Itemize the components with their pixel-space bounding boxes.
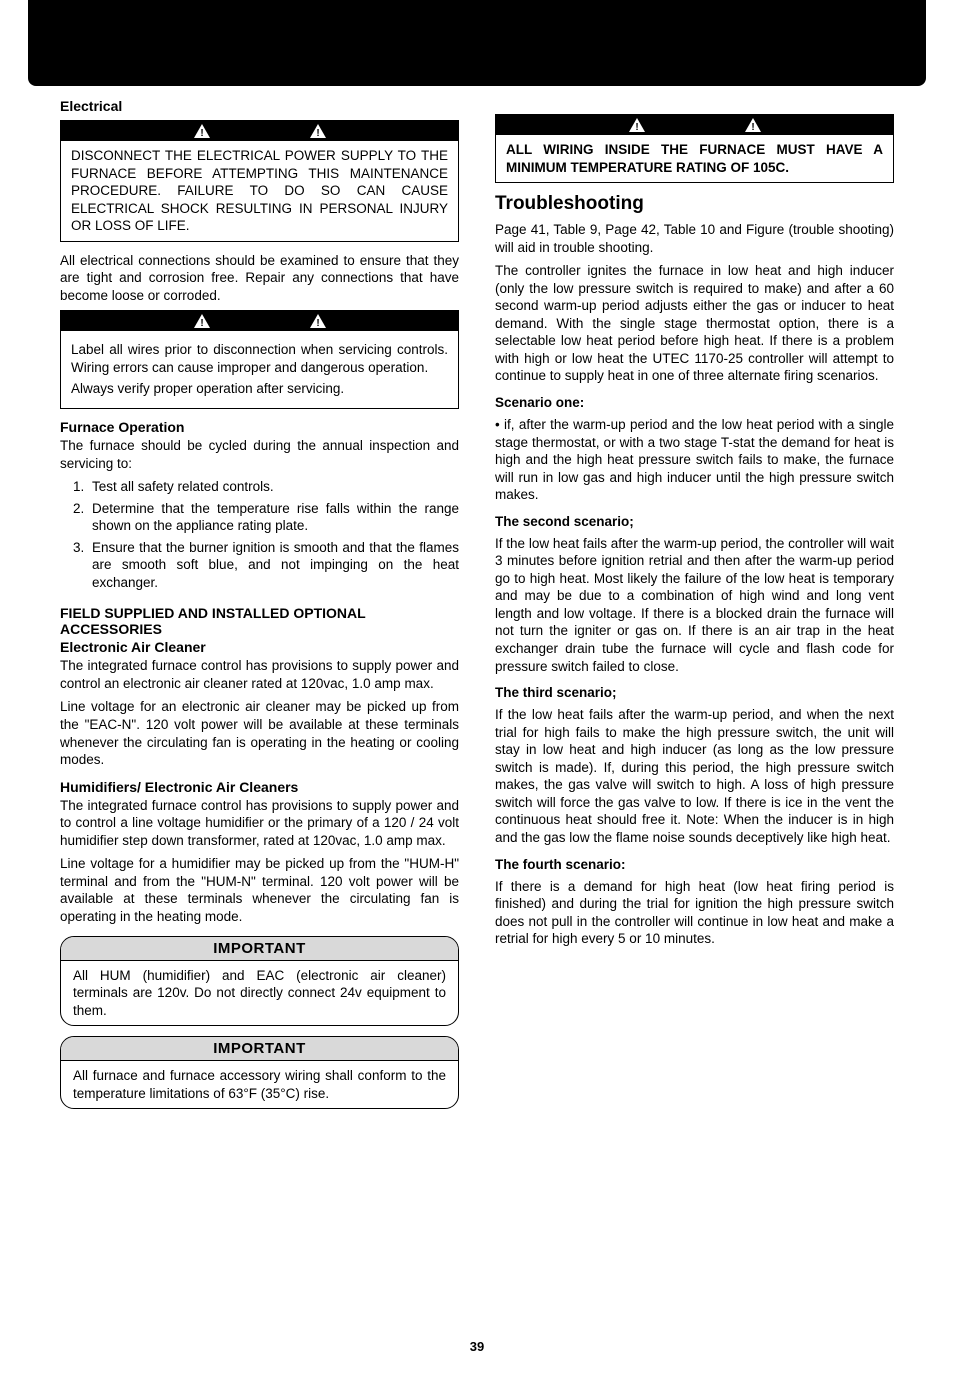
warning-body-3: ALL WIRING INSIDE THE FURNACE MUST HAVE … [496,135,893,182]
scenario-4-body: If there is a demand for high heat (low … [495,878,894,948]
warning-box-1: ! ! DISCONNECT THE ELECTRICAL POWER SUPP… [60,120,459,242]
important-box-1: IMPORTANT All HUM (humidifier) and EAC (… [60,936,459,1027]
eac-heading: Electronic Air Cleaner [60,639,459,655]
important-header-2: IMPORTANT [61,1037,458,1061]
two-column-layout: Electrical ! ! DISCONNECT THE ELECTRICAL… [60,94,894,1119]
warning-triangle-icon: ! [194,124,210,138]
warning-body-2: Label all wires prior to disconnection w… [61,331,458,408]
right-column: ! ! ALL WIRING INSIDE THE FURNACE MUST H… [495,94,894,1119]
eac-p2: Line voltage for an electronic air clean… [60,698,459,768]
scenario-3-label: The third scenario; [495,685,894,700]
scenario-2-label: The second scenario; [495,514,894,529]
electrical-heading: Electrical [60,98,459,114]
warning-box-2: ! ! Label all wires prior to disconnecti… [60,310,459,409]
troubleshooting-main: The controller ignites the furnace in lo… [495,262,894,385]
scenario-4-label: The fourth scenario: [495,857,894,872]
furnace-operation-para: The furnace should be cycled during the … [60,437,459,472]
left-column: Electrical ! ! DISCONNECT THE ELECTRICAL… [60,94,459,1119]
warning-triangle-icon: ! [745,118,761,132]
svg-text:!: ! [200,128,203,138]
field-supplied-heading: FIELD SUPPLIED AND INSTALLED OPTIONAL AC… [60,605,459,637]
step-2: Determine that the temperature rise fall… [88,500,459,535]
warning-triangle-icon: ! [629,118,645,132]
furnace-steps-list: Test all safety related controls. Determ… [60,478,459,591]
step-1: Test all safety related controls. [88,478,459,496]
important-body-2: All furnace and furnace accessory wiring… [61,1061,458,1108]
page-header-black-bar [28,0,926,86]
scenario-3-body: If the low heat fails after the warm-up … [495,706,894,846]
page-number: 39 [60,1339,894,1354]
eac-p1: The integrated furnace control has provi… [60,657,459,692]
svg-text:!: ! [316,318,319,328]
svg-text:!: ! [635,122,638,132]
troubleshooting-intro: Page 41, Table 9, Page 42, Table 10 and … [495,221,894,256]
hum-p1: The integrated furnace control has provi… [60,797,459,850]
page: Electrical ! ! DISCONNECT THE ELECTRICAL… [0,0,954,1394]
warning-header-1: ! ! [61,121,458,141]
warning2-p1: Label all wires prior to disconnection w… [71,341,448,376]
warning-header-3: ! ! [496,115,893,135]
warning2-p2: Always verify proper operation after ser… [71,380,448,398]
warning-box-3: ! ! ALL WIRING INSIDE THE FURNACE MUST H… [495,114,894,183]
step-3: Ensure that the burner ignition is smoot… [88,539,459,592]
scenario-2-body: If the low heat fails after the warm-up … [495,535,894,675]
scenario-1-label: Scenario one: [495,395,894,410]
page-content: Electrical ! ! DISCONNECT THE ELECTRICAL… [0,94,954,1394]
important-box-2: IMPORTANT All furnace and furnace access… [60,1036,459,1109]
svg-text:!: ! [316,128,319,138]
warning-triangle-icon: ! [310,124,326,138]
electrical-connections-para: All electrical connections should be exa… [60,252,459,305]
warning-header-2: ! ! [61,311,458,331]
warning-body-1: DISCONNECT THE ELECTRICAL POWER SUPPLY T… [61,141,458,241]
hum-p2: Line voltage for a humidifier may be pic… [60,855,459,925]
humidifiers-heading: Humidifiers/ Electronic Air Cleaners [60,779,459,795]
warning-triangle-icon: ! [310,314,326,328]
furnace-operation-heading: Furnace Operation [60,419,459,435]
important-body-1: All HUM (humidifier) and EAC (electronic… [61,961,458,1026]
warning-triangle-icon: ! [194,314,210,328]
svg-text:!: ! [200,318,203,328]
scenario-1-body: • if, after the warm-up period and the l… [495,416,894,504]
important-header-1: IMPORTANT [61,937,458,961]
svg-text:!: ! [751,122,754,132]
troubleshooting-heading: Troubleshooting [495,193,894,215]
